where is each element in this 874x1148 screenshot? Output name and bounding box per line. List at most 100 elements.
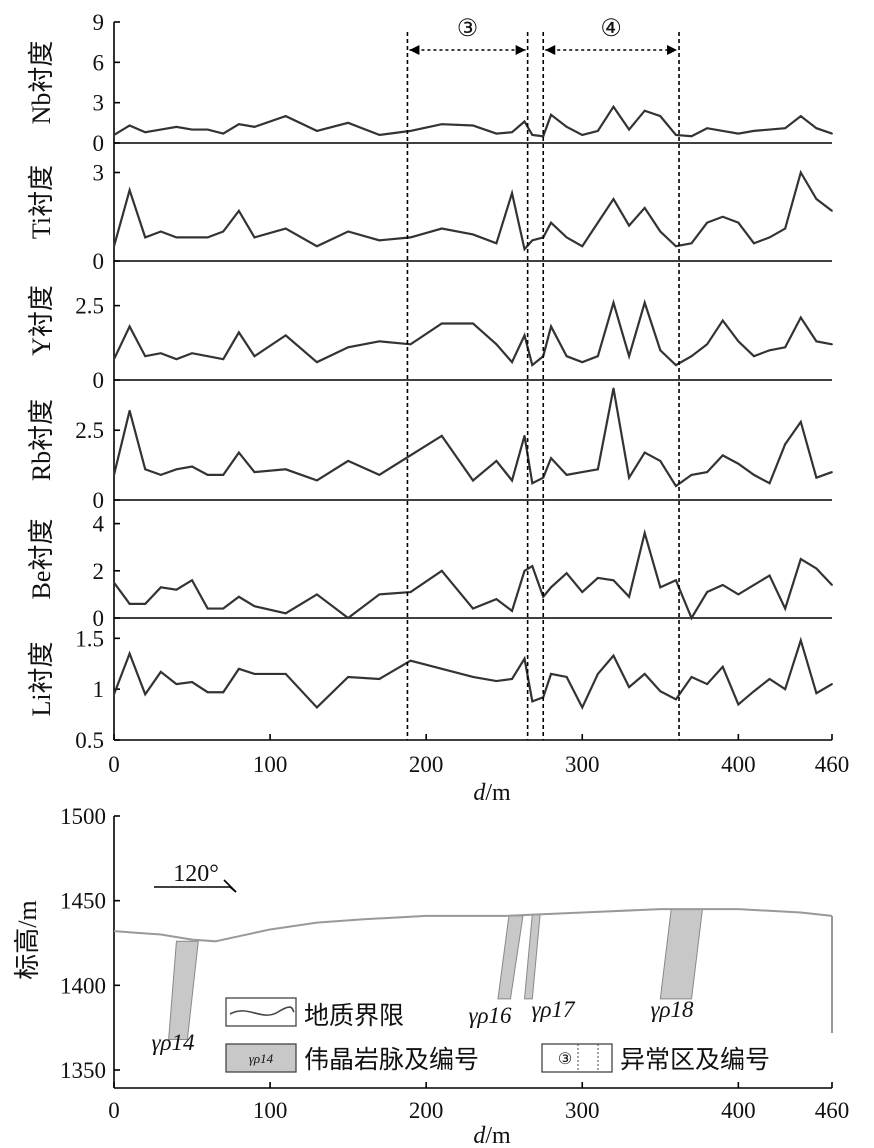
- series-line-0: [113, 104, 833, 138]
- series-line-3: [112, 388, 833, 488]
- data-point: [721, 665, 724, 668]
- y-tick-label: 2.5: [75, 294, 104, 319]
- data-point: [347, 121, 350, 124]
- data-point: [628, 355, 630, 358]
- data-point: [831, 683, 833, 685]
- data-point: [409, 130, 412, 132]
- data-point: [768, 349, 771, 352]
- data-point: [495, 460, 498, 462]
- legend-zone-label: 异常区及编号: [620, 1046, 770, 1074]
- zone-arrow-left: [545, 45, 556, 55]
- data-point: [284, 334, 287, 337]
- y-tick-label: 0: [93, 368, 105, 393]
- data-point: [144, 236, 147, 239]
- data-point: [675, 364, 677, 367]
- data-point: [237, 595, 240, 598]
- data-point: [206, 607, 209, 610]
- data-point: [206, 236, 209, 239]
- data-point: [831, 132, 833, 135]
- data-point: [472, 676, 474, 678]
- data-point: [440, 227, 443, 230]
- data-point: [628, 128, 630, 131]
- x-axis-label-var: d: [473, 780, 486, 806]
- data-point: [128, 602, 131, 605]
- data-point: [675, 485, 677, 487]
- data-point: [706, 471, 709, 473]
- data-point: [815, 476, 818, 479]
- data-point: [753, 584, 755, 586]
- data-point: [581, 471, 584, 473]
- data-point: [511, 678, 513, 680]
- data-point: [511, 610, 513, 612]
- data-point: [690, 355, 693, 358]
- legend-dike-swatch: [225, 1043, 297, 1073]
- data-point: [113, 245, 115, 248]
- y-tick-label: 6: [93, 50, 105, 75]
- y-tick-label: 3: [93, 161, 105, 186]
- x-tick-label: 460: [815, 1098, 850, 1123]
- data-point: [128, 409, 131, 412]
- data-point: [531, 565, 534, 567]
- data-point: [628, 224, 630, 227]
- data-point: [675, 698, 677, 701]
- data-point: [191, 128, 193, 131]
- data-point: [523, 434, 526, 437]
- data-point: [347, 676, 350, 678]
- data-point: [316, 130, 318, 132]
- data-point: [237, 451, 240, 454]
- data-point: [690, 135, 693, 138]
- legend-zone-swatch: [541, 1043, 613, 1073]
- data-point: [831, 209, 833, 212]
- data-point: [612, 198, 615, 200]
- data-point: [799, 115, 802, 118]
- data-point: [409, 591, 412, 593]
- data-point: [799, 171, 802, 174]
- x-tick-label: 460: [815, 752, 850, 777]
- data-point: [768, 574, 771, 577]
- data-point: [440, 123, 443, 126]
- data-point: [191, 465, 193, 468]
- series-line-4: [113, 528, 833, 621]
- data-point: [159, 230, 162, 233]
- data-point: [659, 349, 662, 352]
- data-point: [659, 115, 662, 118]
- data-point: [565, 676, 568, 678]
- y-tick-label: 1: [93, 677, 105, 702]
- data-point: [191, 352, 193, 355]
- data-point: [581, 134, 584, 136]
- dike-3: [659, 908, 704, 1000]
- data-point: [175, 236, 178, 239]
- y-tick-label: 0: [93, 488, 105, 513]
- data-point: [206, 473, 209, 476]
- data-point: [347, 230, 350, 233]
- data-point: [768, 678, 771, 680]
- data-point: [523, 657, 526, 660]
- data-point: [206, 355, 209, 358]
- y-tick-label: 1500: [60, 804, 106, 829]
- data-point: [237, 667, 240, 670]
- data-point: [144, 602, 147, 605]
- data-point: [175, 125, 178, 128]
- data-point: [237, 209, 240, 212]
- data-point: [523, 120, 526, 123]
- data-point: [612, 105, 615, 108]
- data-point: [721, 584, 724, 586]
- data-point: [628, 686, 630, 689]
- x-tick-label: 400: [721, 752, 756, 777]
- data-point: [409, 659, 412, 662]
- dike-2: [523, 913, 541, 1000]
- data-point: [737, 462, 740, 465]
- data-point: [316, 706, 318, 709]
- dike-label: γρ14: [151, 1030, 194, 1055]
- data-point: [815, 127, 818, 130]
- data-point: [612, 579, 615, 582]
- series-line-5: [112, 636, 833, 710]
- data-point: [144, 468, 147, 471]
- data-point: [159, 473, 162, 476]
- data-point: [191, 579, 193, 582]
- data-point: [612, 387, 615, 390]
- data-point: [206, 128, 209, 131]
- y-tick-label: 1400: [60, 973, 106, 998]
- data-point: [222, 691, 225, 694]
